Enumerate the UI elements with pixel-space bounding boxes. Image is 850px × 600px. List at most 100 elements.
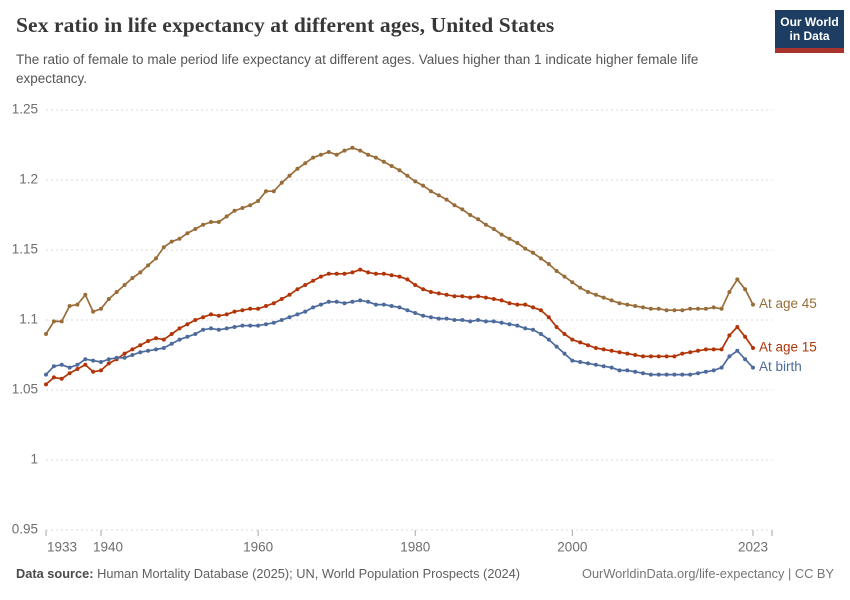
- series-point-at-age-45: [421, 183, 426, 188]
- series-point-at-birth: [75, 362, 80, 367]
- series-label-at-birth: At birth: [759, 359, 802, 374]
- series-point-at-age-15: [531, 305, 535, 310]
- series-point-at-birth: [601, 364, 606, 369]
- series-point-at-age-15: [452, 294, 457, 299]
- series-point-at-age-45: [538, 256, 543, 261]
- series-point-at-birth: [350, 299, 355, 304]
- series-point-at-birth: [389, 304, 394, 308]
- series-point-at-birth: [256, 323, 261, 328]
- series-point-at-age-45: [507, 236, 512, 241]
- series-point-at-age-15: [264, 304, 268, 308]
- series-point-at-age-15: [648, 354, 653, 359]
- series-point-at-age-15: [326, 271, 331, 276]
- series-point-at-birth: [554, 344, 559, 349]
- series-point-at-age-45: [570, 280, 575, 285]
- series-label-at-age-15: At age 15: [759, 340, 817, 355]
- series-point-at-age-15: [421, 287, 426, 292]
- series-point-at-birth: [491, 319, 496, 324]
- series-point-at-age-15: [625, 351, 630, 356]
- series-point-at-age-45: [161, 245, 166, 250]
- series-point-at-birth: [421, 313, 426, 318]
- series-point-at-age-15: [271, 301, 276, 306]
- series-point-at-age-45: [373, 155, 378, 160]
- series-point-at-age-15: [303, 283, 308, 287]
- series-point-at-birth: [326, 299, 331, 304]
- series-line-at-birth: [45, 299, 754, 376]
- series-point-at-age-15: [735, 325, 740, 329]
- series-point-at-age-45: [641, 305, 645, 310]
- series-point-at-age-45: [232, 208, 237, 213]
- series-point-at-birth: [703, 369, 708, 374]
- series-point-at-age-15: [185, 322, 190, 327]
- series-point-at-age-45: [44, 332, 48, 336]
- series-point-at-birth: [67, 365, 72, 370]
- data-source: Data source: Human Mortality Database (2…: [16, 566, 520, 581]
- series-point-at-birth: [570, 358, 575, 363]
- series-point-at-age-15: [546, 315, 551, 320]
- series-point-at-age-45: [562, 274, 567, 279]
- series-point-at-birth: [688, 372, 693, 377]
- series-point-at-age-15: [460, 294, 465, 299]
- series-point-at-age-15: [169, 332, 174, 336]
- series-point-at-age-45: [578, 285, 583, 290]
- series-point-at-birth: [633, 369, 638, 374]
- series-point-at-age-15: [232, 309, 237, 314]
- series-point-at-age-45: [735, 277, 740, 282]
- series-point-at-birth: [641, 371, 645, 376]
- series-point-at-birth: [99, 360, 103, 364]
- series-point-at-age-45: [264, 189, 268, 194]
- series-point-at-age-15: [83, 362, 88, 367]
- series-point-at-age-45: [444, 197, 449, 202]
- series-point-at-age-15: [743, 334, 748, 339]
- series-point-at-age-45: [51, 319, 56, 324]
- series-point-at-age-15: [75, 367, 80, 371]
- y-tick-label: 1.2: [19, 172, 38, 187]
- series-point-at-age-45: [586, 290, 590, 294]
- series-point-at-age-45: [405, 173, 410, 178]
- series-point-at-birth: [264, 322, 268, 327]
- series-point-at-age-45: [381, 159, 386, 164]
- series-point-at-age-45: [523, 246, 528, 251]
- series-point-at-birth: [318, 302, 323, 307]
- series-point-at-age-15: [680, 351, 685, 356]
- series-point-at-age-15: [538, 308, 543, 313]
- series-point-at-birth: [656, 372, 661, 377]
- series-point-at-age-15: [318, 274, 323, 279]
- series-point-at-age-15: [672, 354, 677, 359]
- series-point-at-age-15: [570, 337, 575, 342]
- x-tick-label: 1980: [400, 540, 430, 555]
- series-point-at-age-15: [499, 298, 504, 303]
- series-point-at-age-45: [59, 319, 64, 324]
- series-point-at-birth: [59, 362, 64, 367]
- series-point-at-age-45: [554, 269, 559, 273]
- series-point-at-age-45: [468, 213, 473, 217]
- series-point-at-age-45: [711, 305, 716, 310]
- series-point-at-birth: [546, 337, 551, 342]
- series-point-at-age-45: [83, 292, 88, 297]
- series-point-at-birth: [122, 355, 127, 360]
- series-point-at-age-45: [460, 207, 465, 212]
- series-point-at-age-45: [609, 298, 614, 303]
- series-point-at-birth: [751, 365, 755, 370]
- series-point-at-birth: [531, 327, 535, 332]
- series-point-at-birth: [413, 311, 418, 315]
- series-point-at-age-45: [617, 301, 622, 306]
- series-point-at-age-45: [224, 214, 229, 219]
- series-point-at-birth: [248, 323, 253, 328]
- series-point-at-age-15: [507, 301, 512, 306]
- series-point-at-birth: [436, 316, 441, 321]
- series-point-at-age-45: [334, 152, 339, 157]
- series-point-at-age-15: [664, 354, 669, 359]
- series-line-at-age-15: [45, 268, 754, 386]
- series-point-at-birth: [460, 318, 465, 322]
- x-tick-label: 2000: [557, 540, 587, 555]
- series-point-at-age-45: [169, 239, 174, 244]
- series-point-at-birth: [83, 357, 88, 362]
- series-point-at-age-15: [224, 312, 229, 317]
- series-point-at-age-45: [318, 152, 323, 157]
- series-point-at-birth: [271, 320, 276, 325]
- series-point-at-age-15: [51, 375, 56, 380]
- series-point-at-age-15: [719, 347, 724, 352]
- series-point-at-birth: [130, 353, 135, 357]
- series-point-at-age-45: [428, 189, 433, 194]
